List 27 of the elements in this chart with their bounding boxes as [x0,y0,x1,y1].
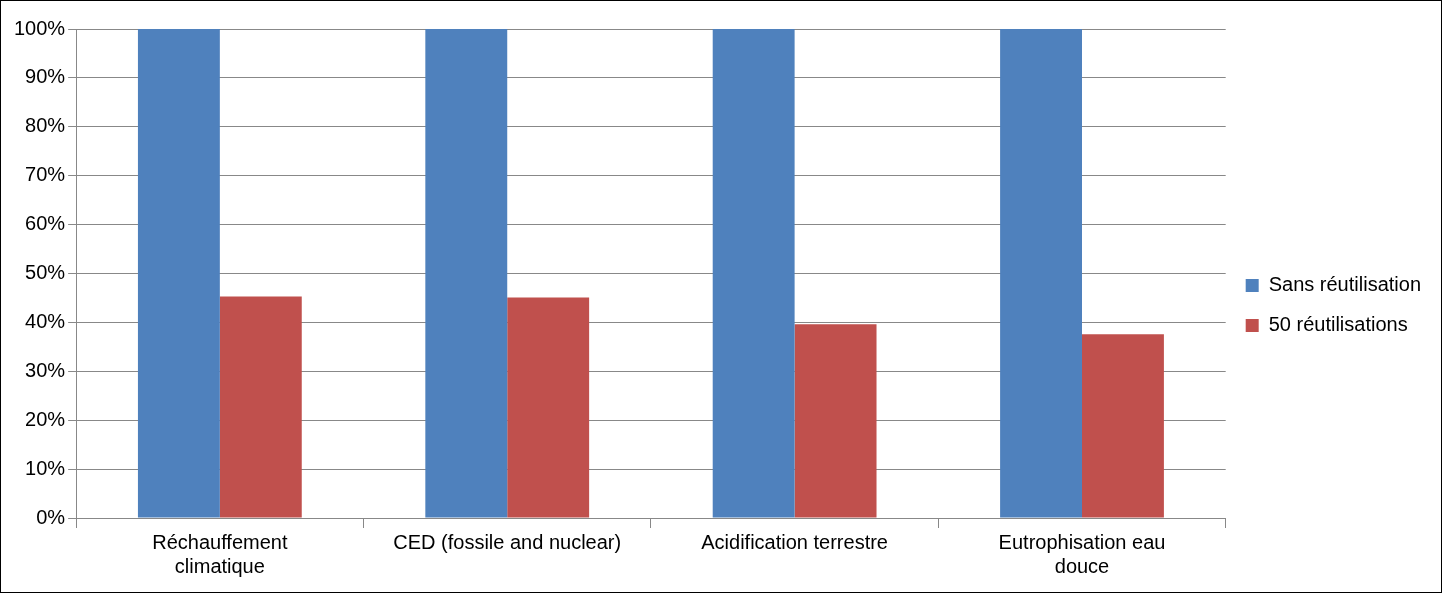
bar [1082,334,1164,518]
bar [1000,29,1082,518]
bar [219,296,302,518]
category-label: douce [1054,554,1110,577]
category-label: climatique [174,554,265,577]
bar [425,29,508,518]
x-tick-label: CED (fossile and nuclear) [393,530,622,553]
bar [137,29,220,518]
category-label: Eutrophisation eau [998,530,1166,553]
y-tick-label: 50% [25,261,66,284]
legend-label: 50 réutilisations [1268,313,1408,336]
y-tick-label: 40% [25,309,66,332]
y-tick-label: 100% [14,16,66,39]
y-tick-label: 60% [25,212,66,235]
y-tick-label: 70% [25,163,66,186]
y-tick-label: 0% [36,505,66,528]
x-tick-label: Acidification terrestre [701,530,888,553]
y-tick-label: 90% [25,65,66,88]
bar [507,297,590,518]
y-tick-label: 20% [25,407,66,430]
category-label: Réchauffement [152,530,288,553]
y-tick-label: 30% [25,358,66,381]
y-tick-label: 10% [25,456,66,479]
bar [794,324,877,518]
bar [712,29,795,518]
legend-label: Sans réutilisation [1268,273,1422,296]
y-tick-label: 80% [25,114,66,137]
